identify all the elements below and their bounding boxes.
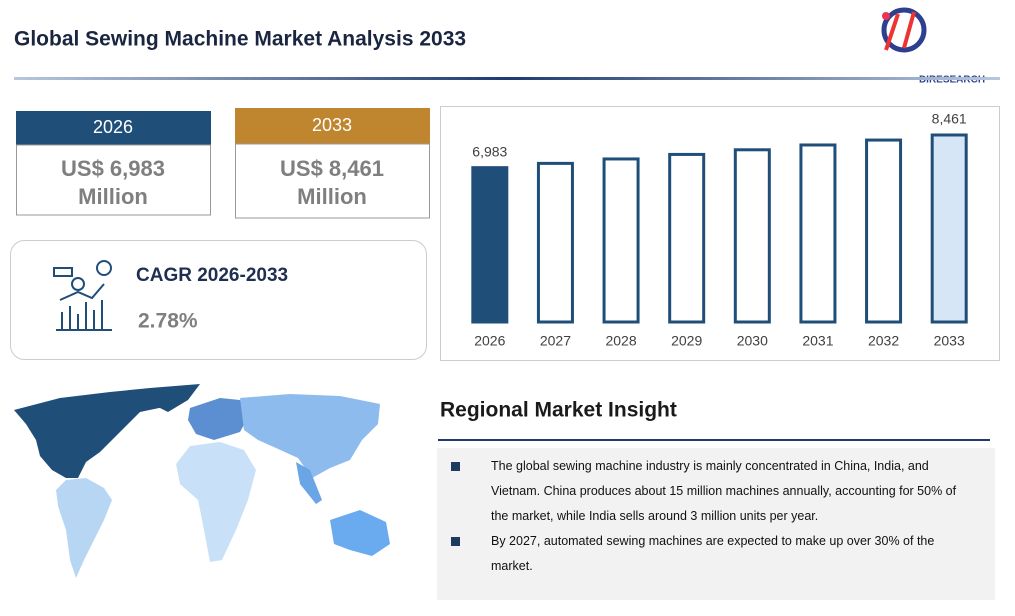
x-tick-label: 2031 [802, 333, 833, 349]
bar [668, 152, 706, 324]
stat-body [16, 144, 211, 216]
bar [536, 161, 574, 324]
x-tick-label: 2027 [540, 333, 571, 349]
bar [602, 157, 640, 324]
bar [799, 143, 837, 324]
stat-header [16, 111, 211, 145]
chart-box [440, 106, 1000, 361]
cagr-label: CAGR 2026-2033 [136, 265, 288, 286]
cagr-icon [53, 260, 112, 331]
stat-unit: Million [78, 184, 148, 209]
bar [865, 138, 903, 324]
x-tick-label: 2033 [934, 333, 965, 349]
value-label: 6,983 [472, 143, 507, 159]
stat-value: US$ 6,983 [61, 156, 165, 181]
stat-header [235, 108, 430, 144]
world-map [14, 384, 390, 578]
stat-value: US$ 8,461 [280, 156, 384, 181]
bullet: The global sewing machine industry is ma… [451, 454, 975, 529]
bar [733, 148, 771, 324]
value-label: 8,461 [932, 111, 967, 127]
cagr-box [10, 240, 427, 360]
header-rule [14, 77, 1000, 80]
bar [471, 166, 509, 324]
x-tick-label: 2029 [671, 333, 702, 349]
stat-body [235, 143, 430, 219]
page-title: Global Sewing Machine Market Analysis 20… [14, 28, 466, 51]
x-tick-label: 2030 [737, 333, 768, 349]
x-tick-label: 2028 [605, 333, 636, 349]
x-tick-label: 2026 [474, 333, 505, 349]
bar [930, 133, 968, 324]
cagr-value: 2.78% [138, 310, 198, 333]
logo-text: DIRESEARCH [919, 75, 985, 86]
x-tick-label: 2032 [868, 333, 899, 349]
section-rule [438, 439, 990, 441]
stat-year: 2033 [312, 115, 352, 135]
section-title: Regional Market Insight [440, 399, 677, 422]
logo [881, 7, 927, 53]
bullet: By 2027, automated sewing machines are e… [451, 529, 975, 579]
bullet-panel: The global sewing machine industry is ma… [437, 448, 995, 600]
stat-year: 2026 [93, 117, 133, 137]
bar-chart: 2026 6,983 2027 2028 2029 2030 2031 2032 2033 8,4… [471, 111, 968, 349]
stat-unit: Million [297, 184, 367, 209]
